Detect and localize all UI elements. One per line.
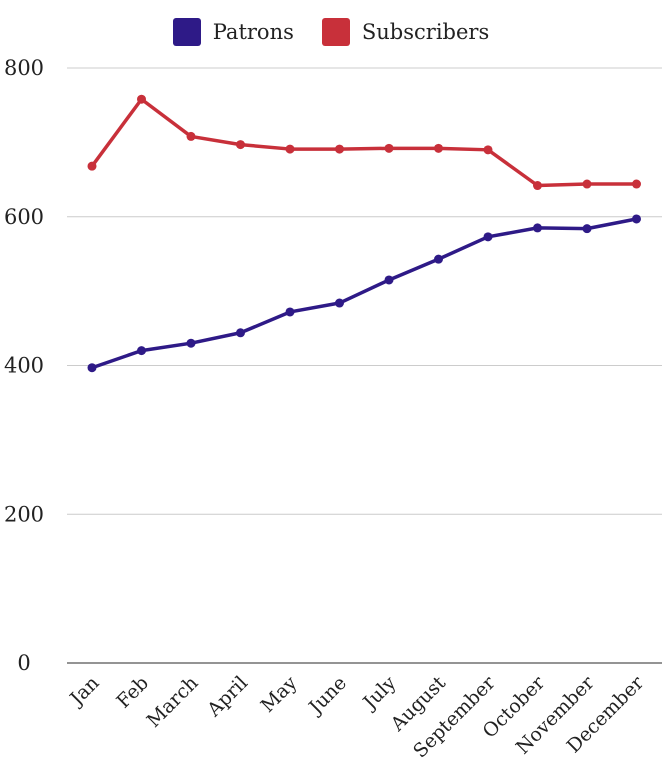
- data-point-patrons-september: [483, 232, 493, 242]
- legend: Patrons Subscribers: [0, 18, 662, 46]
- data-point-subscribers-december: [632, 179, 641, 189]
- data-point-subscribers-april: [236, 140, 245, 150]
- legend-item-patrons[interactable]: Patrons: [172, 18, 294, 46]
- x-tick-label-march: March: [143, 672, 203, 732]
- data-point-patrons-december: [632, 214, 641, 224]
- legend-swatch-patrons: [172, 18, 201, 46]
- data-point-patrons-august: [434, 254, 443, 264]
- data-point-subscribers-march: [186, 131, 196, 141]
- series-line-patrons: [90, 217, 639, 370]
- data-point-patrons-november: [582, 224, 592, 234]
- data-point-subscribers-september: [483, 145, 493, 155]
- data-point-subscribers-may: [285, 144, 295, 154]
- y-tick-label-600: 600: [4, 205, 44, 229]
- data-point-subscribers-october: [533, 181, 542, 191]
- data-point-subscribers-june: [335, 144, 344, 154]
- data-point-patrons-feb: [137, 346, 146, 356]
- data-point-subscribers-july: [384, 143, 394, 153]
- legend-label-patrons: Patrons: [212, 20, 294, 44]
- x-tick-label-feb: Feb: [112, 672, 153, 713]
- data-point-patrons-march: [186, 338, 196, 348]
- legend-label-subscribers: Subscribers: [361, 20, 490, 44]
- legend-swatch-subscribers: [321, 18, 350, 46]
- data-point-subscribers-august: [434, 143, 443, 153]
- x-tick-label-may: May: [257, 672, 302, 717]
- y-tick-label-800: 800: [4, 56, 44, 80]
- legend-item-subscribers[interactable]: Subscribers: [321, 18, 490, 46]
- x-tick-label-jan: Jan: [65, 672, 104, 711]
- series-line-subscribers: [90, 97, 639, 188]
- data-point-subscribers-jan: [87, 161, 97, 171]
- data-point-patrons-april: [236, 328, 245, 338]
- data-point-patrons-july: [384, 275, 394, 285]
- data-point-subscribers-feb: [137, 94, 146, 104]
- data-point-patrons-may: [285, 307, 295, 317]
- data-point-patrons-june: [335, 298, 344, 308]
- x-tick-label-july: July: [358, 672, 401, 715]
- x-tick-label-april: April: [202, 672, 252, 722]
- y-tick-label-400: 400: [4, 354, 44, 378]
- x-tick-label-june: June: [303, 672, 351, 720]
- data-point-patrons-jan: [87, 363, 97, 373]
- data-point-patrons-october: [533, 223, 542, 233]
- y-tick-label-200: 200: [4, 502, 44, 526]
- data-point-subscribers-november: [582, 179, 592, 189]
- y-tick-label-0: 0: [17, 651, 30, 675]
